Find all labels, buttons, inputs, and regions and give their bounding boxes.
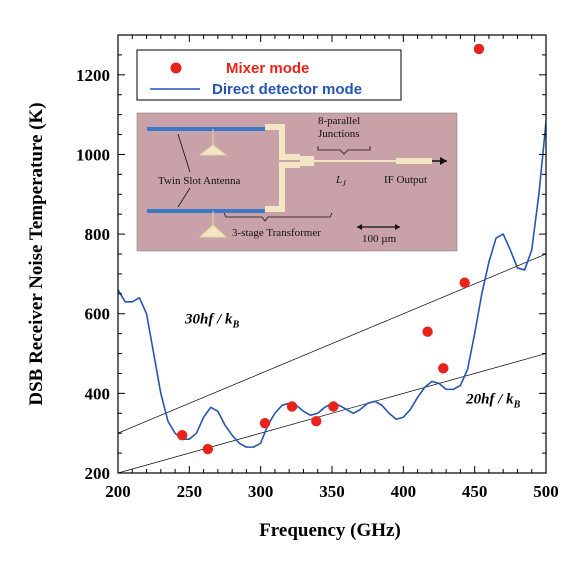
- y-tick-label: 600: [85, 305, 111, 324]
- inset-label-scale: 100 µm: [362, 233, 397, 245]
- inset-label-lj: LJ: [335, 174, 346, 188]
- axes: 200 250 300 350 400 450 500 200 400 600 800 1000 120…: [76, 34, 559, 501]
- lower-transformer: [198, 211, 228, 238]
- if-arrowhead: [440, 157, 447, 165]
- x-tick-label: 200: [105, 482, 131, 501]
- inset-label-twin-slot: Twin Slot Antenna: [158, 175, 240, 187]
- mixer-point: [286, 401, 298, 412]
- mixer-point: [202, 443, 214, 455]
- reference-lines: [118, 253, 546, 473]
- mixer-point: [177, 429, 188, 441]
- junction-brace: [317, 146, 371, 155]
- legend-mixer-marker: [170, 62, 182, 74]
- mixer-point: [328, 401, 339, 412]
- annotations: 30hf / kB 20hf / kB: [184, 312, 521, 411]
- legend-detector-label: Direct detector mode: [212, 81, 362, 98]
- reference-line-20: [118, 353, 546, 473]
- x-tick-label: 500: [533, 482, 559, 501]
- mixer-point: [422, 326, 433, 337]
- inset-background: [136, 112, 458, 252]
- upper-feed: [265, 124, 300, 160]
- plot-area: [118, 35, 546, 473]
- y-tick-label: 400: [85, 384, 111, 403]
- if-pad: [396, 158, 432, 164]
- mixer-point: [438, 363, 449, 374]
- mixer-point: [259, 418, 271, 429]
- mixer-point: [473, 43, 485, 55]
- inset-label-parallel: 8-parallel: [318, 115, 360, 127]
- x-tick-label: 350: [319, 482, 345, 501]
- y-tick-label: 200: [85, 464, 111, 483]
- x-tick-label: 300: [248, 482, 274, 501]
- inset-micrograph: Twin Slot Antenna 8-parallel Junctions L…: [136, 112, 458, 252]
- antenna-pointer-upper: [177, 133, 191, 173]
- x-tick-label: 400: [391, 482, 417, 501]
- mixer-point: [459, 277, 470, 288]
- inset-label-if-output: IF Output: [384, 174, 427, 186]
- y-tick-label: 1200: [76, 66, 110, 85]
- x-tick-label: 250: [177, 482, 203, 501]
- y-tick-label: 800: [85, 225, 111, 244]
- inset-label-junctions: Junctions: [318, 128, 360, 140]
- y-axis-label: DSB Receiver Noise Temperature (K): [26, 102, 47, 405]
- upper-transformer: [198, 129, 228, 156]
- scale-bar-ends: [357, 224, 400, 230]
- transformer-brace: [223, 212, 333, 222]
- lower-feed: [265, 162, 300, 212]
- inset-label-transformer: 3-stage Transformer: [232, 227, 321, 239]
- annotation-20hf: 20hf / kB: [465, 391, 521, 410]
- y-tick-label: 1000: [76, 145, 110, 164]
- legend: Mixer mode Direct detector mode: [136, 49, 402, 101]
- legend-mixer-label: Mixer mode: [226, 60, 309, 77]
- reference-line-30: [118, 253, 546, 434]
- mixer-series: [177, 43, 485, 455]
- mixer-point: [311, 416, 322, 427]
- x-tick-label: 450: [462, 482, 488, 501]
- legend-box: [136, 49, 402, 101]
- annotation-30hf: 30hf / kB: [184, 312, 240, 331]
- junction-pad: [300, 156, 314, 166]
- antenna-pointer-lower: [177, 187, 191, 208]
- x-axis-label: Frequency (GHz): [259, 520, 401, 541]
